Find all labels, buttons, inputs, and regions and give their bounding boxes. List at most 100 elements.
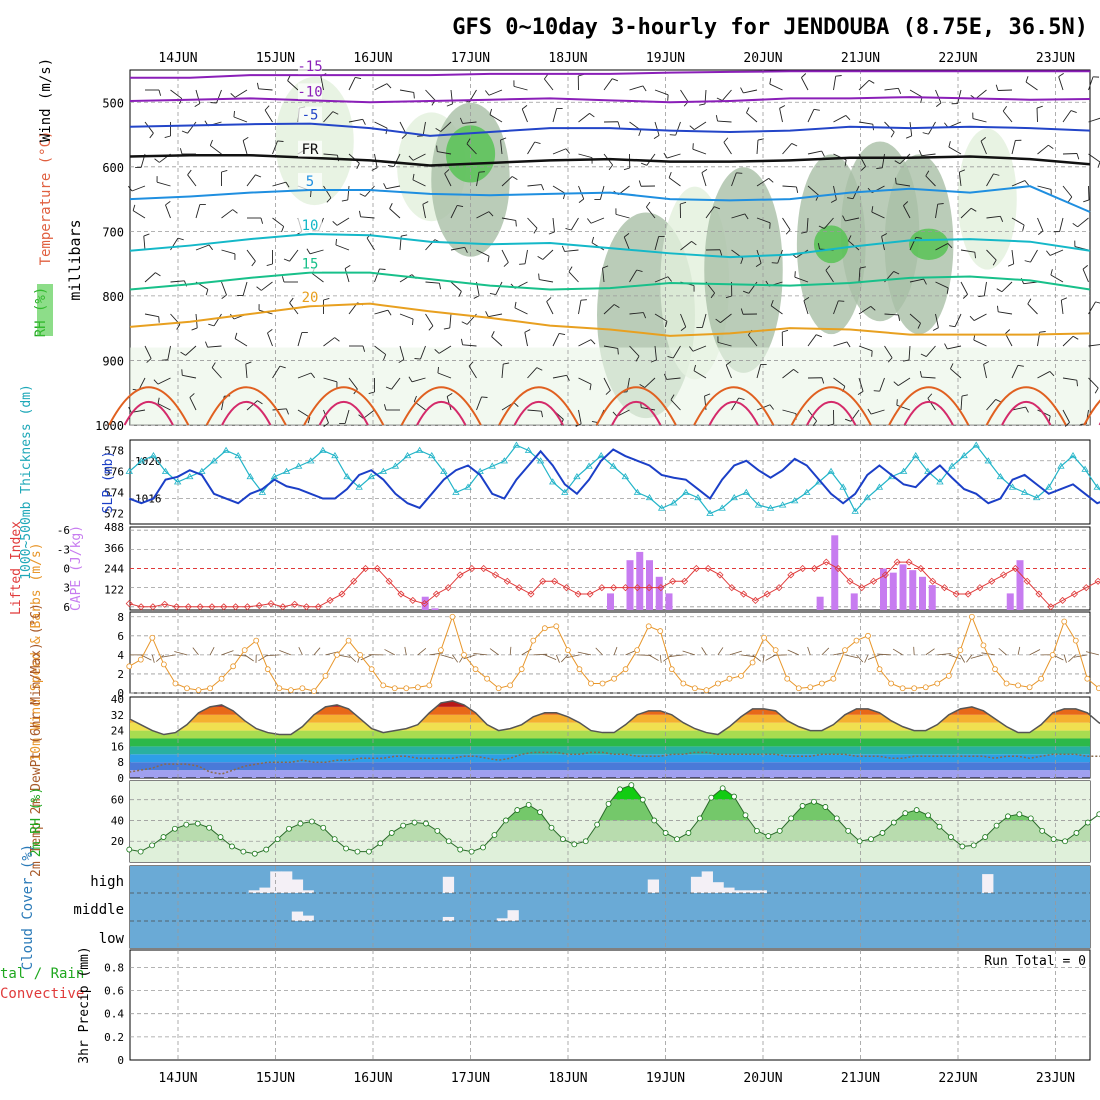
rh-point	[788, 815, 795, 822]
isotherm-line	[108, 386, 190, 426]
thickness-point	[754, 501, 763, 508]
wind-barb	[334, 337, 340, 342]
wind-barb	[653, 135, 660, 139]
wind-speed-point	[334, 651, 340, 658]
wind-barb	[344, 409, 350, 424]
wind-barb	[959, 169, 966, 173]
wind-barb	[195, 204, 201, 219]
wind-barb	[986, 173, 994, 187]
rh-shading	[445, 125, 496, 183]
wind-barb	[960, 654, 966, 663]
wind-barb	[725, 295, 732, 299]
wind-barb	[323, 377, 338, 383]
temp-band	[130, 700, 1090, 707]
wind-barb	[803, 300, 809, 315]
wind-barb	[617, 348, 619, 355]
date-tick-label: 14JUN	[158, 51, 197, 66]
lifted-index-point	[692, 564, 700, 573]
lifted-index-point	[172, 603, 181, 611]
wind-barb	[635, 356, 640, 362]
wind-barb	[245, 364, 248, 379]
rh-point	[423, 820, 429, 827]
wind-barb	[458, 291, 462, 297]
wind-barb	[348, 654, 357, 663]
date-tick-label: 18JUN	[548, 51, 587, 66]
wind-barb	[905, 135, 912, 139]
wind-barb	[858, 345, 873, 352]
wind-barb	[310, 372, 316, 379]
wind-barb	[289, 249, 299, 262]
wind-barb	[359, 210, 361, 217]
wind-speed-point	[899, 685, 906, 692]
rh-point	[126, 846, 133, 853]
rh-point	[742, 812, 749, 819]
rh-point	[993, 822, 1000, 829]
wind-barb	[590, 217, 605, 224]
lifted-index-point	[728, 584, 736, 592]
wind-barb	[189, 393, 195, 398]
wind-barb	[341, 199, 348, 202]
temp-band	[130, 706, 1090, 715]
wind-barb	[491, 336, 503, 347]
high-cloud-block	[712, 882, 724, 893]
precip-label-rain: tal / Rain	[0, 966, 84, 982]
thickness-point	[282, 467, 291, 474]
wind-barb	[909, 313, 921, 324]
wind-barb	[313, 647, 321, 656]
wind-barb	[731, 397, 740, 411]
wind-barb	[578, 339, 592, 347]
lifted-index-point	[314, 603, 322, 611]
temp-band	[130, 714, 1090, 723]
high-cloud-block	[723, 887, 735, 893]
wind-barb	[950, 368, 962, 379]
wind-barb	[336, 217, 350, 226]
wind-barb	[552, 217, 555, 232]
thickness-point	[222, 446, 230, 453]
wind-barb	[244, 654, 254, 662]
wind-barb	[615, 213, 630, 219]
wind-barb	[705, 206, 715, 219]
rh-point	[171, 825, 178, 832]
wind-barb	[559, 332, 566, 335]
wind-barb	[501, 176, 513, 187]
wind-barb	[629, 345, 640, 357]
wind-barb	[383, 354, 387, 361]
precip-panel: 0 0.2 0.4 0.6 0.8 Run Total = 0 tal / Rain Conv…	[0, 946, 1091, 1067]
wind-speed-point	[934, 680, 941, 687]
wind-barb	[440, 121, 452, 132]
thickness-point	[343, 472, 351, 480]
isotherm-line	[129, 122, 1091, 137]
wind-speed-point	[980, 642, 987, 649]
pressure-tick-label: 700	[102, 225, 124, 239]
cape-bar	[636, 551, 644, 610]
lifted-index-point	[409, 596, 417, 604]
lifted-index-point	[740, 590, 748, 598]
wind-barb	[272, 365, 281, 379]
lifted-index-point	[763, 590, 771, 598]
wind-barb	[446, 103, 453, 107]
wind-barb	[578, 198, 585, 203]
rh-tick-label: 20	[111, 835, 124, 848]
thickness-point	[149, 451, 158, 459]
date-tick-label: 21JUN	[841, 51, 880, 66]
wind-barb	[623, 233, 630, 238]
lifted-index-point	[515, 584, 523, 592]
wind-barb	[489, 648, 499, 656]
isotherm-label: 10	[302, 218, 319, 234]
wind-barb	[358, 414, 364, 419]
wind-barb	[623, 167, 630, 171]
wind-barb	[663, 373, 667, 380]
lifted-index-point	[255, 601, 263, 610]
wind-speed-point	[922, 684, 929, 691]
lifted-index-point	[799, 564, 807, 573]
wind-speed-point	[518, 666, 525, 673]
lifted-index-point	[621, 584, 630, 592]
lifted-index-point	[574, 590, 582, 598]
wind-barb	[128, 406, 132, 413]
wind-barb	[796, 186, 799, 193]
wind-speed-point	[461, 651, 467, 658]
wind-barb	[151, 654, 155, 663]
temp-band	[130, 730, 1090, 739]
